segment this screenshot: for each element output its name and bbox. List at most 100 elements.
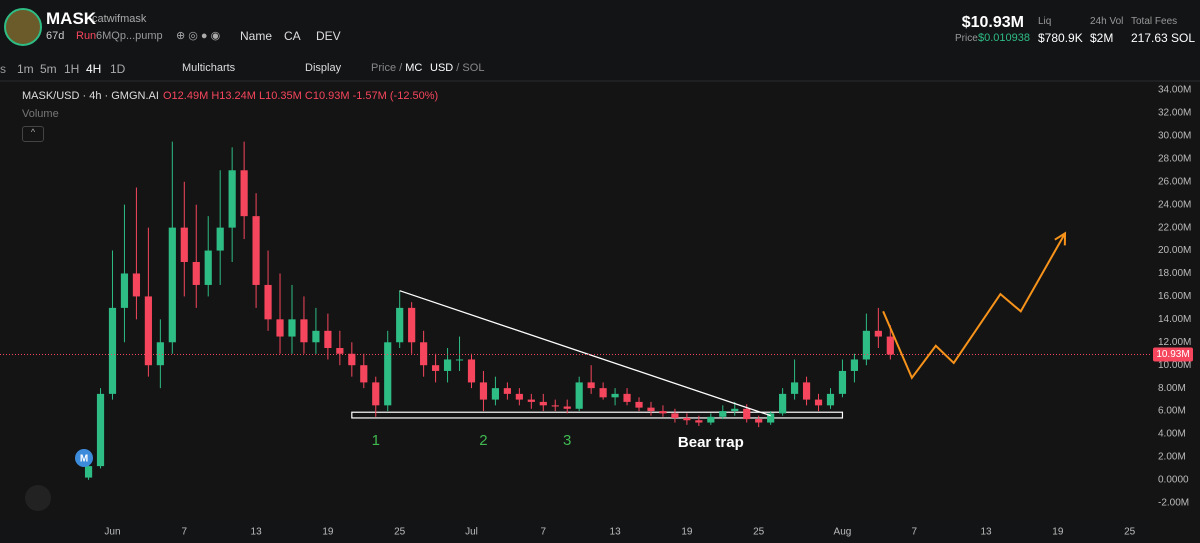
candle-body bbox=[336, 348, 344, 354]
y-tick-label: 28.00M bbox=[1158, 153, 1191, 164]
candle-body bbox=[575, 382, 583, 409]
display[interactable]: Display bbox=[305, 62, 342, 74]
multicharts[interactable]: Multicharts bbox=[182, 62, 236, 74]
usd-sol[interactable]: USD / SOL bbox=[430, 62, 484, 74]
x-tick-label: 7 bbox=[541, 527, 547, 538]
candle-body bbox=[695, 420, 703, 423]
candle-body bbox=[850, 359, 859, 371]
candle-body bbox=[420, 342, 428, 366]
run: Run bbox=[76, 30, 97, 42]
address[interactable]: 6MQp...pump bbox=[96, 30, 163, 42]
candle-body bbox=[874, 330, 882, 337]
volume-label: Volume bbox=[22, 108, 59, 120]
candle-body bbox=[503, 388, 511, 394]
y-tick-label: 22.00M bbox=[1158, 222, 1191, 233]
candle-body bbox=[108, 307, 117, 394]
candle-body bbox=[276, 319, 284, 337]
y-tick-label: 6.00M bbox=[1158, 406, 1186, 417]
candle-body bbox=[731, 408, 739, 412]
plot-bg bbox=[0, 82, 1150, 520]
collapse[interactable]: ^ bbox=[22, 126, 44, 142]
x-tick-label: 13 bbox=[610, 527, 622, 538]
annotation: Bear trap bbox=[678, 434, 744, 451]
x-tick-label: 7 bbox=[182, 527, 188, 538]
stat-label: Total Fees bbox=[1131, 16, 1178, 27]
candle-body bbox=[539, 401, 547, 406]
candle-body bbox=[408, 307, 416, 343]
candle-body bbox=[707, 416, 715, 423]
mc-toggle: MC bbox=[405, 62, 423, 74]
link-dev[interactable]: DEV bbox=[316, 29, 341, 43]
market-cap: $10.93M bbox=[961, 14, 1024, 31]
candle-body bbox=[132, 273, 141, 297]
x-tick-label: Jun bbox=[104, 527, 120, 538]
marker-label: M bbox=[80, 454, 88, 465]
candle-body bbox=[671, 413, 679, 418]
candle-body bbox=[886, 336, 894, 355]
projection-path bbox=[882, 232, 1066, 380]
x-tick-label: Aug bbox=[834, 527, 852, 538]
x-tick-label: 13 bbox=[251, 527, 263, 538]
age: 67d bbox=[46, 30, 65, 42]
icons: ⊕ ◎ ● ◉ bbox=[176, 30, 221, 42]
stat-value: $780.9K bbox=[1038, 31, 1083, 45]
trendline bbox=[399, 290, 771, 417]
y-tick-label: 12.00M bbox=[1158, 337, 1191, 348]
price: $0.010938 bbox=[978, 32, 1030, 44]
price-mc[interactable]: Price / MC bbox=[371, 62, 422, 74]
y-tick-label: 20.00M bbox=[1158, 245, 1191, 256]
candle-body bbox=[288, 319, 296, 337]
candle-body bbox=[252, 216, 260, 285]
legend-ohlc: O12.49M H13.24M L10.35M C10.93M -1.57M (… bbox=[163, 90, 438, 102]
candle-body bbox=[563, 406, 571, 409]
interval[interactable]: 1D bbox=[110, 62, 126, 76]
candle-body bbox=[455, 359, 464, 361]
legend-symbol: MASK/USD · 4h · GMGN.AI bbox=[22, 90, 159, 102]
link-ca[interactable]: CA bbox=[284, 29, 301, 43]
candle-body bbox=[647, 407, 655, 412]
y-tick-label: 34.00M bbox=[1158, 85, 1191, 96]
candle-body bbox=[431, 365, 440, 371]
candle-body bbox=[599, 388, 607, 398]
legend-change: -1.57M (-12.50%) bbox=[352, 90, 439, 102]
y-tick-label: 16.00M bbox=[1158, 291, 1191, 302]
stat-value: 217.63 SOL bbox=[1131, 31, 1196, 45]
interval-active[interactable]: 4H bbox=[86, 62, 102, 76]
candle-body bbox=[755, 419, 763, 423]
candle-body bbox=[168, 227, 176, 343]
candle-body bbox=[551, 405, 559, 407]
link-name[interactable]: Name bbox=[240, 29, 273, 43]
axis-bg bbox=[1150, 82, 1200, 543]
candle-body bbox=[443, 359, 452, 371]
token-handle: catwifmask bbox=[92, 13, 147, 25]
candle-body bbox=[300, 319, 308, 343]
last-price-label: 10.93M bbox=[1156, 349, 1189, 360]
y-tick-label: 18.00M bbox=[1158, 268, 1191, 279]
interval[interactable]: 1m bbox=[17, 62, 34, 76]
sol-toggle: SOL bbox=[462, 62, 485, 74]
candle-body bbox=[838, 370, 847, 394]
candle-body bbox=[862, 330, 870, 360]
candle-body bbox=[683, 417, 691, 421]
legend-high: H13.24M bbox=[211, 90, 256, 102]
x-tick-label: Jul bbox=[465, 527, 478, 538]
legend-low: L10.35M bbox=[259, 90, 302, 102]
candle-body bbox=[396, 307, 404, 343]
candle-body bbox=[790, 382, 799, 394]
y-tick-label: 32.00M bbox=[1158, 108, 1191, 119]
interval[interactable]: 5m bbox=[40, 62, 57, 76]
slash: / bbox=[399, 62, 403, 74]
stat-label: 24h Vol bbox=[1090, 16, 1124, 27]
candle-body bbox=[491, 388, 500, 400]
candle-body bbox=[204, 250, 212, 285]
projection-arrowhead bbox=[1054, 231, 1067, 246]
candle-body bbox=[360, 365, 368, 383]
candle-body bbox=[216, 227, 224, 251]
x-tick-label: 7 bbox=[911, 527, 917, 538]
candle-body bbox=[240, 170, 248, 217]
x-tick-label: 19 bbox=[1052, 527, 1064, 538]
annotation: 2 bbox=[479, 432, 487, 449]
interval[interactable]: 1H bbox=[64, 62, 80, 76]
tv-logo bbox=[25, 485, 51, 511]
